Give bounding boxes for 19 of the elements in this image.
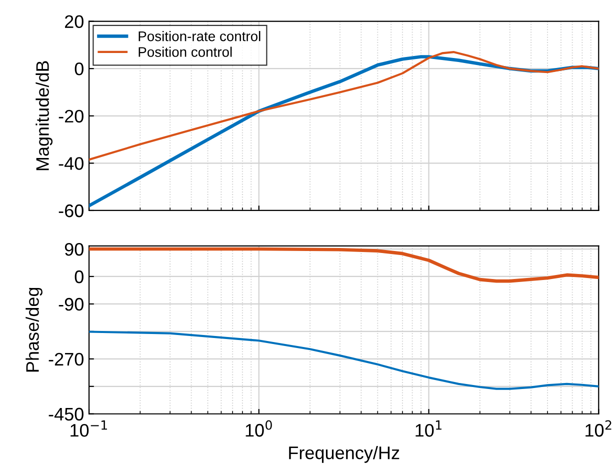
y-tick-label: 0: [74, 270, 84, 284]
y-tick-label: 90: [64, 242, 84, 256]
y-tick-label: -60: [58, 204, 84, 218]
y-tick-label: -90: [58, 298, 84, 311]
y-tick-label: 0: [74, 62, 84, 76]
y-axis-title: Magnitude/dB: [36, 61, 53, 170]
y-axis-title: Phase/deg: [26, 288, 42, 372]
x-tick-label: 10$^{−1}$: [70, 420, 107, 437]
x-tick-label: 10$^{1}$: [416, 420, 442, 437]
x-tick-label: 10$^{0}$: [246, 420, 272, 437]
y-tick-label: -450: [48, 408, 84, 421]
x-tick-label: 10$^{2}$: [586, 420, 612, 437]
y-tick-label: -40: [58, 157, 84, 170]
y-tick-label: -270: [48, 352, 84, 366]
y-tick-label: -20: [58, 110, 84, 123]
y-tick-label: 20: [64, 15, 84, 28]
legend-label: Position-rate control: [138, 31, 260, 42]
x-axis-title: Frequency/Hz: [289, 446, 400, 463]
legend-label: Position control: [138, 46, 232, 57]
